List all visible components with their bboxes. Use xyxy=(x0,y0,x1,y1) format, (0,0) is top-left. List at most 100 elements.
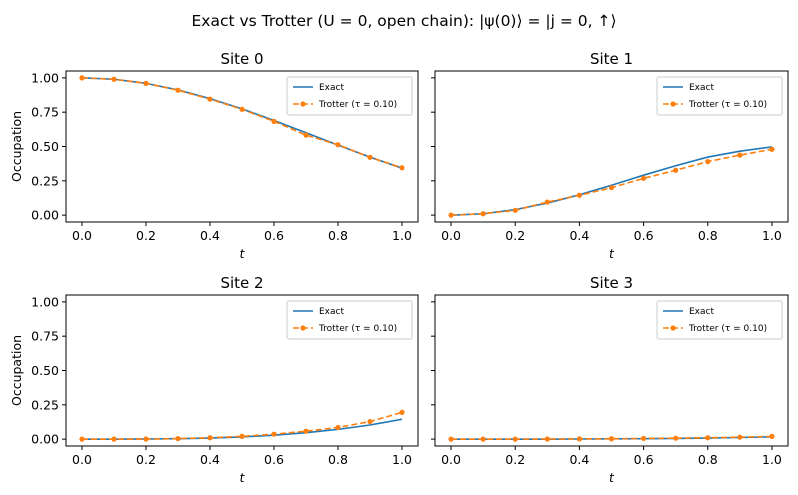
subplot-site-2: Site 2 0.0 0.2 0.4 0.6 0.8 1.0 0.00 0.25 0.50 0.75… xyxy=(9,274,419,485)
legend-box xyxy=(656,76,783,116)
trotter-data-point xyxy=(544,199,550,205)
x-axis-label: t xyxy=(609,246,615,261)
subplot-site-0: Site 0 0.0 0.2 0.4 0.6 0.8 1.0 0.00 0.25 0.50 0.75… xyxy=(9,50,419,261)
legend-trotter-marker xyxy=(300,101,306,107)
trotter-data-point xyxy=(480,211,486,217)
legend-trotter-marker xyxy=(300,325,306,331)
x-tick-label: 0.6 xyxy=(264,452,284,467)
trotter-data-point xyxy=(143,80,149,86)
trotter-series-line xyxy=(451,148,773,216)
trotter-data-point xyxy=(207,435,213,441)
trotter-data-point xyxy=(143,436,149,442)
trotter-data-point xyxy=(111,76,117,82)
x-tick-label: 1.0 xyxy=(762,452,782,467)
trotter-data-point xyxy=(239,433,245,439)
trotter-data-point xyxy=(640,435,647,442)
y-tick-label: 1.00 xyxy=(31,294,59,309)
trotter-data-point xyxy=(79,436,85,442)
trotter-data-point xyxy=(399,165,405,171)
x-tick-label: 0.6 xyxy=(634,452,654,467)
legend-entry-label: Trotter (τ = 0.10) xyxy=(318,100,397,110)
trotter-data-point xyxy=(640,175,647,181)
y-tick-label: 0.50 xyxy=(31,139,59,154)
figure-title: Exact vs Trotter (U = 0, open chain): |ψ… xyxy=(191,12,616,30)
x-tick-label: 0.0 xyxy=(441,452,461,467)
legend-box xyxy=(286,300,413,340)
trotter-data-point xyxy=(737,152,743,158)
y-tick-label: 0.75 xyxy=(31,329,59,344)
legend: Exact Trotter (τ = 0.10) xyxy=(656,76,783,116)
trotter-data-point xyxy=(399,409,405,415)
trotter-data-point xyxy=(271,431,277,437)
y-axis-label: Occupation xyxy=(9,111,24,182)
trotter-data-point xyxy=(303,132,309,138)
trotter-data-point xyxy=(769,146,775,152)
legend-entry-label: Exact xyxy=(689,83,714,93)
legend: Exact Trotter (τ = 0.10) xyxy=(286,76,413,116)
subplot-site-3: Site 3 0.0 0.2 0.4 0.6 0.8 1.0 t Exact Trotter (τ… xyxy=(431,274,789,485)
x-axis-label: t xyxy=(240,246,246,261)
x-tick-label: 0.8 xyxy=(328,228,348,243)
trotter-data-point xyxy=(769,433,775,439)
x-tick-label: 0.2 xyxy=(136,452,156,467)
legend-entry-label: Exact xyxy=(319,83,344,93)
trotter-data-point xyxy=(705,159,711,165)
trotter-data-point xyxy=(673,435,679,441)
y-tick-label: 0.25 xyxy=(31,173,59,188)
legend-entry-label: Exact xyxy=(319,307,344,317)
trotter-data-point xyxy=(576,192,583,198)
x-tick-label: 0.6 xyxy=(264,228,284,243)
trotter-data-point xyxy=(448,436,454,442)
y-axis-label: Occupation xyxy=(9,335,24,406)
x-tick-label: 0.2 xyxy=(136,228,156,243)
trotter-data-point xyxy=(303,428,309,434)
y-tick-label: 0.00 xyxy=(31,208,59,223)
legend: Exact Trotter (τ = 0.10) xyxy=(656,300,783,340)
trotter-data-point xyxy=(576,436,583,442)
x-tick-label: 1.0 xyxy=(392,452,412,467)
x-tick-label: 0.8 xyxy=(698,452,718,467)
y-tick-label: 0.75 xyxy=(31,105,59,120)
trotter-data-point xyxy=(335,142,341,148)
trotter-data-point xyxy=(544,436,550,442)
trotter-data-point xyxy=(239,106,245,112)
x-tick-label: 0.2 xyxy=(505,228,525,243)
trotter-data-point xyxy=(175,435,181,442)
trotter-data-point xyxy=(175,87,181,93)
x-tick-label: 0.0 xyxy=(72,452,92,467)
exact-series-line xyxy=(451,146,773,216)
trotter-data-point xyxy=(705,435,711,441)
x-tick-label: 1.0 xyxy=(762,228,782,243)
y-tick-label: 1.00 xyxy=(31,70,59,85)
trotter-data-point xyxy=(512,207,518,213)
x-tick-label: 0.6 xyxy=(634,228,654,243)
trotter-data-point xyxy=(367,418,373,425)
legend-entry-label: Exact xyxy=(689,307,714,317)
trotter-data-point xyxy=(608,436,615,442)
subplot-grid: Site 0 0.0 0.2 0.4 0.6 0.8 1.0 0.00 0.25 0.50 0.75… xyxy=(9,50,789,485)
legend-entry-label: Trotter (τ = 0.10) xyxy=(688,100,767,110)
axes-frame xyxy=(65,70,419,223)
trotter-data-point xyxy=(737,434,743,440)
x-tick-label: 0.0 xyxy=(441,228,461,243)
trotter-data-point xyxy=(512,436,518,442)
x-tick-label: 1.0 xyxy=(392,228,412,243)
trotter-data-point xyxy=(673,167,679,173)
x-tick-label: 0.2 xyxy=(505,452,525,467)
legend-box xyxy=(656,300,783,340)
x-tick-label: 0.4 xyxy=(200,228,220,243)
subplot-site-1: Site 1 0.0 0.2 0.4 0.6 0.8 1.0 t Exact Trotter (τ… xyxy=(431,50,789,261)
trotter-data-point xyxy=(608,185,615,191)
legend-trotter-marker xyxy=(670,325,676,331)
y-tick-label: 0.25 xyxy=(31,397,59,412)
trotter-data-point xyxy=(271,118,277,124)
y-tick-label: 0.50 xyxy=(31,363,59,378)
trotter-data-point xyxy=(448,212,454,218)
trotter-data-point xyxy=(79,75,85,81)
x-axis-label: t xyxy=(609,470,615,485)
x-tick-label: 0.8 xyxy=(698,228,718,243)
subplot-title: Site 1 xyxy=(590,50,633,68)
trotter-data-point xyxy=(207,96,213,102)
legend-box xyxy=(286,76,413,116)
